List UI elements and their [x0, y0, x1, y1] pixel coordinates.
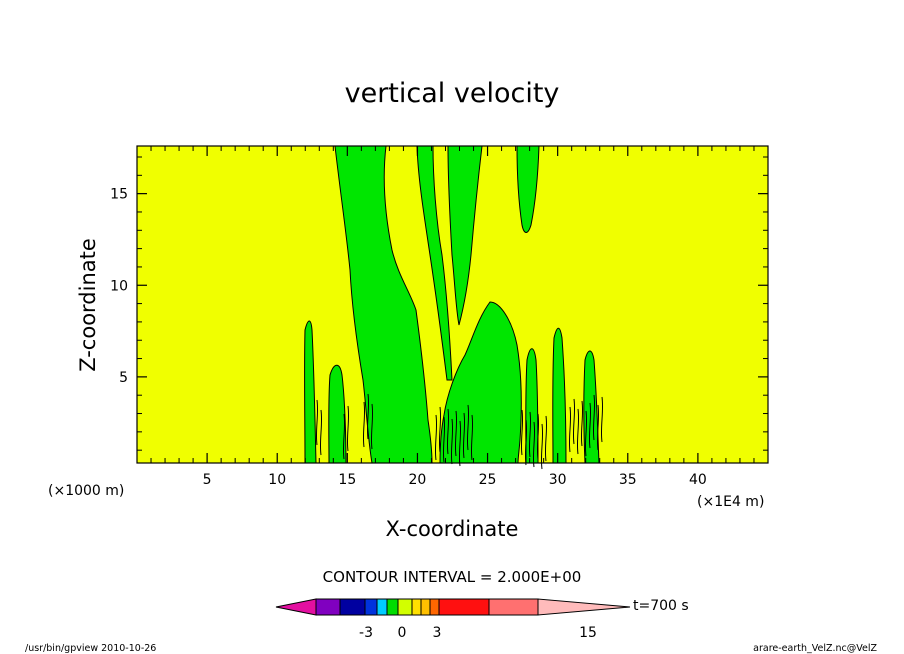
- x-axis-title: X-coordinate: [386, 517, 519, 541]
- x-tick-label: 5: [203, 472, 212, 488]
- y-tick-label: 5: [119, 370, 128, 386]
- x-tick-label: 10: [268, 472, 286, 488]
- contour-line: [592, 394, 596, 441]
- contour-line: [319, 409, 323, 456]
- contour-line: [588, 402, 592, 449]
- contour-line: [584, 410, 588, 457]
- y-tick-label: 15: [110, 187, 128, 203]
- colorbar-segment: [386, 598, 399, 616]
- updraft-region-upper-left: [416, 145, 453, 381]
- x-tick-labels: 5 10 15 20 25 30 35 40: [203, 472, 707, 488]
- colorbar-segment: [397, 598, 413, 616]
- colorbar-segment: [420, 598, 431, 616]
- colorbar: [275, 598, 631, 616]
- contour-line: [370, 403, 374, 450]
- contour-line: [528, 411, 532, 458]
- contour-line: [342, 413, 346, 460]
- time-label: t=700 s: [633, 598, 689, 614]
- contour-line: [596, 404, 600, 451]
- y-tick-label: 10: [110, 278, 128, 294]
- x-tick-label: 30: [549, 472, 567, 488]
- plot-frame: [136, 145, 769, 464]
- contour-line: [470, 414, 474, 461]
- x-unit-label: (×1000 m): [48, 483, 124, 499]
- contour-line: [438, 406, 442, 453]
- colorbar-segment: [364, 598, 378, 616]
- colorbar-segment: [411, 598, 422, 616]
- contour-line: [540, 423, 544, 470]
- contour-line: [434, 414, 438, 461]
- colorbar-segment: [429, 598, 440, 616]
- y-axis-title: Z-coordinate: [76, 238, 100, 372]
- contour-line: [576, 408, 580, 455]
- colorbar-tick-label: 15: [579, 625, 597, 641]
- colorbar-tick-label: -3: [359, 625, 373, 641]
- contour-line: [544, 415, 548, 462]
- colorbar-tick-label: 3: [433, 625, 442, 641]
- contour-line: [524, 419, 528, 466]
- contour-line: [362, 401, 366, 448]
- updraft-region-main-plume: [334, 145, 433, 464]
- contour-line: [346, 405, 350, 452]
- x-tick-label: 25: [479, 472, 497, 488]
- plot-area: [136, 145, 769, 470]
- x-tick-label: 20: [409, 472, 427, 488]
- contour-line: [600, 396, 604, 443]
- colorbar-arrow-right: [537, 598, 631, 616]
- x-tick-label: 35: [619, 472, 637, 488]
- updraft-region-small-left: [328, 364, 347, 464]
- y-tick-labels: 5 10 15: [110, 187, 128, 386]
- contour-line: [446, 408, 450, 455]
- contour-line: [462, 412, 466, 459]
- minor-ticks: [137, 146, 768, 463]
- updraft-region-right-2: [552, 327, 567, 464]
- contour-line: [520, 409, 524, 456]
- x-tick-label: 15: [338, 472, 356, 488]
- contour-line: [450, 418, 454, 465]
- updraft-region-right-1: [525, 348, 539, 464]
- colorbar-tick-label: 0: [398, 625, 407, 641]
- major-ticks: [137, 146, 768, 463]
- updraft-region-upper-mid: [447, 145, 483, 326]
- contour-line: [572, 398, 576, 445]
- contour-line: [536, 413, 540, 460]
- x-tick-label: 40: [689, 472, 707, 488]
- colorbar-segment: [488, 598, 539, 616]
- updraft-region-left-streak: [304, 320, 317, 464]
- contour-line: [466, 404, 470, 451]
- chart-title: vertical velocity: [345, 78, 560, 109]
- colorbar-segment: [339, 598, 366, 616]
- contour-interval-label: CONTOUR INTERVAL = 2.000E+00: [323, 568, 582, 586]
- contour-line: [454, 410, 458, 457]
- colorbar-segment: [315, 598, 341, 616]
- contour-line: [315, 399, 319, 446]
- contour-line: [580, 400, 584, 447]
- contour-lines: [315, 393, 604, 470]
- contour-line: [442, 416, 446, 463]
- contour-line: [568, 406, 572, 453]
- colorbar-arrow-left: [275, 598, 317, 616]
- contour-line: [366, 393, 370, 440]
- updraft-region-upper-right: [516, 145, 540, 233]
- colorbar-segment: [438, 598, 490, 616]
- x-scale-note: (×1E4 m): [697, 494, 764, 510]
- colorbar-labels: -3 0 3 15: [359, 625, 597, 641]
- footer-left: /usr/bin/gpview 2010-10-26: [25, 643, 156, 654]
- footer-right: arare-earth_VelZ.nc@VelZ: [753, 643, 877, 654]
- colorbar-segment: [376, 598, 388, 616]
